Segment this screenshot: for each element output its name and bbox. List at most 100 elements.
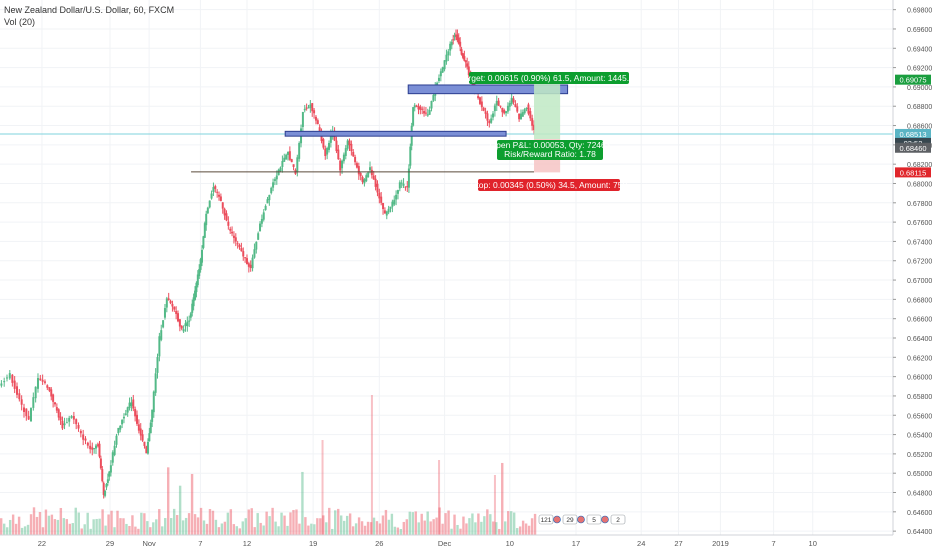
volume-bar [515, 528, 519, 535]
candle-body [266, 199, 269, 204]
volume-bar [14, 523, 18, 535]
candle-body [106, 479, 109, 483]
candle-body [163, 308, 166, 318]
candle-body [457, 37, 460, 44]
candle-body [296, 157, 299, 173]
volume-bar [104, 525, 107, 535]
open-pnl-label[interactable]: Open P&L: 0.00053, Qty: 72463Risk/Reward… [490, 140, 611, 160]
candle-body [385, 211, 388, 216]
candle-body [361, 177, 364, 183]
volume-bar [44, 509, 48, 535]
candle-body [456, 34, 459, 41]
volume-bar [181, 520, 185, 535]
candle-body [519, 113, 522, 120]
candle-body [91, 447, 94, 450]
volume-bar [348, 513, 352, 535]
candle-body [162, 320, 165, 328]
x-tick-label: 2019 [712, 539, 729, 548]
candle-body [430, 100, 433, 109]
candle-body [55, 407, 58, 411]
volume-bar [113, 527, 116, 535]
y-axis-bg [893, 0, 932, 550]
volume-bar [533, 513, 537, 535]
y-tick-label: 0.68200 [907, 162, 932, 169]
candle-body [108, 471, 111, 477]
volume-bar [101, 509, 104, 535]
candle-body [70, 416, 73, 418]
price-tag-bg [895, 167, 931, 178]
candle-body [521, 112, 524, 117]
candle-body [339, 160, 342, 171]
candle-body [309, 104, 312, 108]
x-tick-label: 17 [572, 539, 580, 548]
candle-body [72, 416, 75, 420]
stop-label[interactable]: Stop: 0.00345 (0.50%) 34.5, Amount: 750 [471, 179, 628, 191]
volume-bar [301, 471, 304, 535]
candle-body [82, 434, 85, 440]
volume-bar [128, 525, 131, 535]
volume-bar [265, 511, 268, 535]
candle-body [115, 435, 118, 445]
candle-body [229, 228, 232, 231]
volume-bar [441, 523, 444, 535]
candle-body [34, 386, 37, 399]
candle-body [329, 135, 332, 143]
candle-body [50, 389, 53, 397]
candle-body [450, 41, 453, 46]
candle-body [16, 386, 19, 395]
candle-body [20, 399, 23, 405]
candle-body [0, 383, 3, 386]
candle-body [488, 121, 491, 124]
y-tick-label: 0.69400 [907, 46, 932, 53]
volume-bar [268, 516, 271, 535]
volume-bar [143, 513, 146, 535]
candle-body [186, 321, 189, 327]
candle-body [203, 223, 206, 238]
volume-bar [86, 512, 89, 535]
candle-body [41, 379, 44, 382]
volume-bar [429, 521, 432, 535]
volume-bar [363, 525, 367, 535]
candle-body [234, 237, 237, 242]
candle-body [369, 167, 372, 171]
candle-body [25, 408, 28, 417]
target-label[interactable]: Target: 0.00615 (0.90%) 61.5, Amount: 14… [459, 72, 639, 84]
candle-body [236, 243, 239, 245]
volume-bar [493, 475, 496, 535]
candle-body [285, 154, 288, 160]
flag-icon [577, 515, 585, 524]
candle-body [130, 402, 133, 407]
volume-bar [193, 514, 197, 535]
y-tick-label: 0.66600 [907, 317, 932, 324]
volume-bar [80, 528, 83, 535]
candle-body [167, 298, 170, 301]
candle-body [68, 417, 71, 422]
volume-bar [11, 514, 15, 535]
volume-bar [384, 509, 388, 535]
volume-bar [56, 519, 60, 535]
candle-body [48, 387, 51, 391]
volume-bar [116, 510, 119, 535]
x-tick-label: 27 [674, 539, 682, 548]
candle-body [516, 106, 519, 112]
candle-body [378, 192, 381, 199]
volume-bar [262, 525, 265, 535]
volume-bar [223, 521, 227, 535]
volume-bar [187, 513, 191, 535]
y-tick-label: 0.67400 [907, 239, 932, 246]
candle-body [350, 143, 353, 152]
candle-body [43, 381, 46, 383]
flag-icon [601, 515, 609, 524]
volume-bar [256, 513, 259, 535]
event-badge [586, 514, 602, 525]
volume-bar [339, 515, 343, 535]
volume-bar [321, 440, 324, 535]
candle-body [223, 208, 226, 216]
volume-bar [509, 511, 513, 535]
volume-bar [71, 523, 74, 535]
candle-body [432, 95, 435, 101]
candle-body [508, 103, 511, 107]
candle-body [180, 325, 183, 329]
